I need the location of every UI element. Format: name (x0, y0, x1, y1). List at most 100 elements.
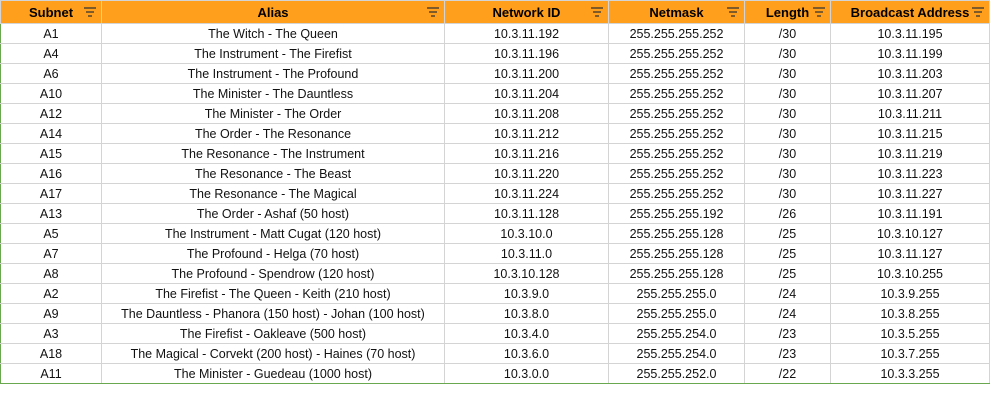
cell-alias[interactable]: The Minister - The Order (101, 103, 445, 124)
cell-alias[interactable]: The Minister - The Dauntless (101, 83, 445, 104)
cell-subnet[interactable]: A7 (0, 243, 102, 264)
cell-netmask[interactable]: 255.255.255.252 (608, 163, 745, 184)
cell-network-id[interactable]: 10.3.11.220 (444, 163, 609, 184)
cell-alias[interactable]: The Resonance - The Instrument (101, 143, 445, 164)
cell-broadcast[interactable]: 10.3.9.255 (830, 283, 990, 304)
cell-broadcast[interactable]: 10.3.11.127 (830, 243, 990, 264)
cell-subnet[interactable]: A2 (0, 283, 102, 304)
cell-netmask[interactable]: 255.255.254.0 (608, 343, 745, 364)
cell-network-id[interactable]: 10.3.11.212 (444, 123, 609, 144)
cell-network-id[interactable]: 10.3.11.196 (444, 43, 609, 64)
cell-broadcast[interactable]: 10.3.11.215 (830, 123, 990, 144)
cell-network-id[interactable]: 10.3.0.0 (444, 363, 609, 384)
cell-network-id[interactable]: 10.3.11.208 (444, 103, 609, 124)
cell-alias[interactable]: The Profound - Spendrow (120 host) (101, 263, 445, 284)
cell-netmask[interactable]: 255.255.255.192 (608, 203, 745, 224)
cell-netmask[interactable]: 255.255.255.128 (608, 263, 745, 284)
cell-subnet[interactable]: A11 (0, 363, 102, 384)
cell-broadcast[interactable]: 10.3.11.195 (830, 23, 990, 44)
cell-netmask[interactable]: 255.255.252.0 (608, 363, 745, 384)
cell-netmask[interactable]: 255.255.255.252 (608, 83, 745, 104)
cell-broadcast[interactable]: 10.3.10.255 (830, 263, 990, 284)
cell-subnet[interactable]: A15 (0, 143, 102, 164)
filter-dropdown-icon[interactable] (427, 7, 439, 17)
cell-alias[interactable]: The Order - Ashaf (50 host) (101, 203, 445, 224)
cell-alias[interactable]: The Instrument - The Profound (101, 63, 445, 84)
cell-alias[interactable]: The Witch - The Queen (101, 23, 445, 44)
cell-length[interactable]: /30 (744, 143, 831, 164)
cell-broadcast[interactable]: 10.3.10.127 (830, 223, 990, 244)
cell-broadcast[interactable]: 10.3.11.203 (830, 63, 990, 84)
cell-alias[interactable]: The Resonance - The Magical (101, 183, 445, 204)
cell-netmask[interactable]: 255.255.255.252 (608, 63, 745, 84)
cell-network-id[interactable]: 10.3.11.192 (444, 23, 609, 44)
cell-subnet[interactable]: A3 (0, 323, 102, 344)
cell-alias[interactable]: The Firefist - Oakleave (500 host) (101, 323, 445, 344)
cell-alias[interactable]: The Minister - Guedeau (1000 host) (101, 363, 445, 384)
cell-broadcast[interactable]: 10.3.11.191 (830, 203, 990, 224)
cell-alias[interactable]: The Order - The Resonance (101, 123, 445, 144)
cell-alias[interactable]: The Dauntless - Phanora (150 host) - Joh… (101, 303, 445, 324)
cell-length[interactable]: /30 (744, 43, 831, 64)
cell-netmask[interactable]: 255.255.255.252 (608, 103, 745, 124)
cell-netmask[interactable]: 255.255.255.252 (608, 183, 745, 204)
cell-subnet[interactable]: A9 (0, 303, 102, 324)
cell-subnet[interactable]: A1 (0, 23, 102, 44)
cell-length[interactable]: /30 (744, 163, 831, 184)
cell-subnet[interactable]: A6 (0, 63, 102, 84)
cell-network-id[interactable]: 10.3.8.0 (444, 303, 609, 324)
cell-netmask[interactable]: 255.255.255.128 (608, 223, 745, 244)
cell-network-id[interactable]: 10.3.11.204 (444, 83, 609, 104)
cell-subnet[interactable]: A10 (0, 83, 102, 104)
cell-alias[interactable]: The Instrument - Matt Cugat (120 host) (101, 223, 445, 244)
cell-subnet[interactable]: A13 (0, 203, 102, 224)
cell-subnet[interactable]: A12 (0, 103, 102, 124)
cell-length[interactable]: /23 (744, 343, 831, 364)
cell-netmask[interactable]: 255.255.255.252 (608, 43, 745, 64)
cell-length[interactable]: /24 (744, 283, 831, 304)
cell-subnet[interactable]: A4 (0, 43, 102, 64)
cell-broadcast[interactable]: 10.3.3.255 (830, 363, 990, 384)
cell-network-id[interactable]: 10.3.11.200 (444, 63, 609, 84)
cell-subnet[interactable]: A16 (0, 163, 102, 184)
cell-broadcast[interactable]: 10.3.7.255 (830, 343, 990, 364)
cell-length[interactable]: /30 (744, 83, 831, 104)
cell-subnet[interactable]: A17 (0, 183, 102, 204)
cell-broadcast[interactable]: 10.3.11.219 (830, 143, 990, 164)
cell-length[interactable]: /25 (744, 263, 831, 284)
cell-network-id[interactable]: 10.3.11.128 (444, 203, 609, 224)
cell-subnet[interactable]: A5 (0, 223, 102, 244)
cell-length[interactable]: /30 (744, 183, 831, 204)
cell-netmask[interactable]: 255.255.255.0 (608, 283, 745, 304)
cell-alias[interactable]: The Profound - Helga (70 host) (101, 243, 445, 264)
cell-length[interactable]: /30 (744, 123, 831, 144)
cell-subnet[interactable]: A18 (0, 343, 102, 364)
cell-subnet[interactable]: A8 (0, 263, 102, 284)
cell-broadcast[interactable]: 10.3.11.199 (830, 43, 990, 64)
cell-netmask[interactable]: 255.255.255.252 (608, 123, 745, 144)
cell-length[interactable]: /24 (744, 303, 831, 324)
cell-broadcast[interactable]: 10.3.11.207 (830, 83, 990, 104)
cell-netmask[interactable]: 255.255.255.0 (608, 303, 745, 324)
cell-network-id[interactable]: 10.3.9.0 (444, 283, 609, 304)
cell-length[interactable]: /23 (744, 323, 831, 344)
cell-alias[interactable]: The Firefist - The Queen - Keith (210 ho… (101, 283, 445, 304)
cell-length[interactable]: /30 (744, 23, 831, 44)
filter-dropdown-icon[interactable] (813, 7, 825, 17)
filter-dropdown-icon[interactable] (591, 7, 603, 17)
cell-length[interactable]: /30 (744, 63, 831, 84)
cell-network-id[interactable]: 10.3.10.128 (444, 263, 609, 284)
cell-netmask[interactable]: 255.255.254.0 (608, 323, 745, 344)
filter-dropdown-icon[interactable] (84, 7, 96, 17)
cell-length[interactable]: /22 (744, 363, 831, 384)
cell-alias[interactable]: The Magical - Corvekt (200 host) - Haine… (101, 343, 445, 364)
cell-broadcast[interactable]: 10.3.8.255 (830, 303, 990, 324)
cell-network-id[interactable]: 10.3.4.0 (444, 323, 609, 344)
cell-broadcast[interactable]: 10.3.11.227 (830, 183, 990, 204)
cell-length[interactable]: /25 (744, 223, 831, 244)
cell-netmask[interactable]: 255.255.255.252 (608, 143, 745, 164)
cell-broadcast[interactable]: 10.3.11.211 (830, 103, 990, 124)
cell-broadcast[interactable]: 10.3.11.223 (830, 163, 990, 184)
filter-dropdown-icon[interactable] (972, 7, 984, 17)
cell-network-id[interactable]: 10.3.6.0 (444, 343, 609, 364)
